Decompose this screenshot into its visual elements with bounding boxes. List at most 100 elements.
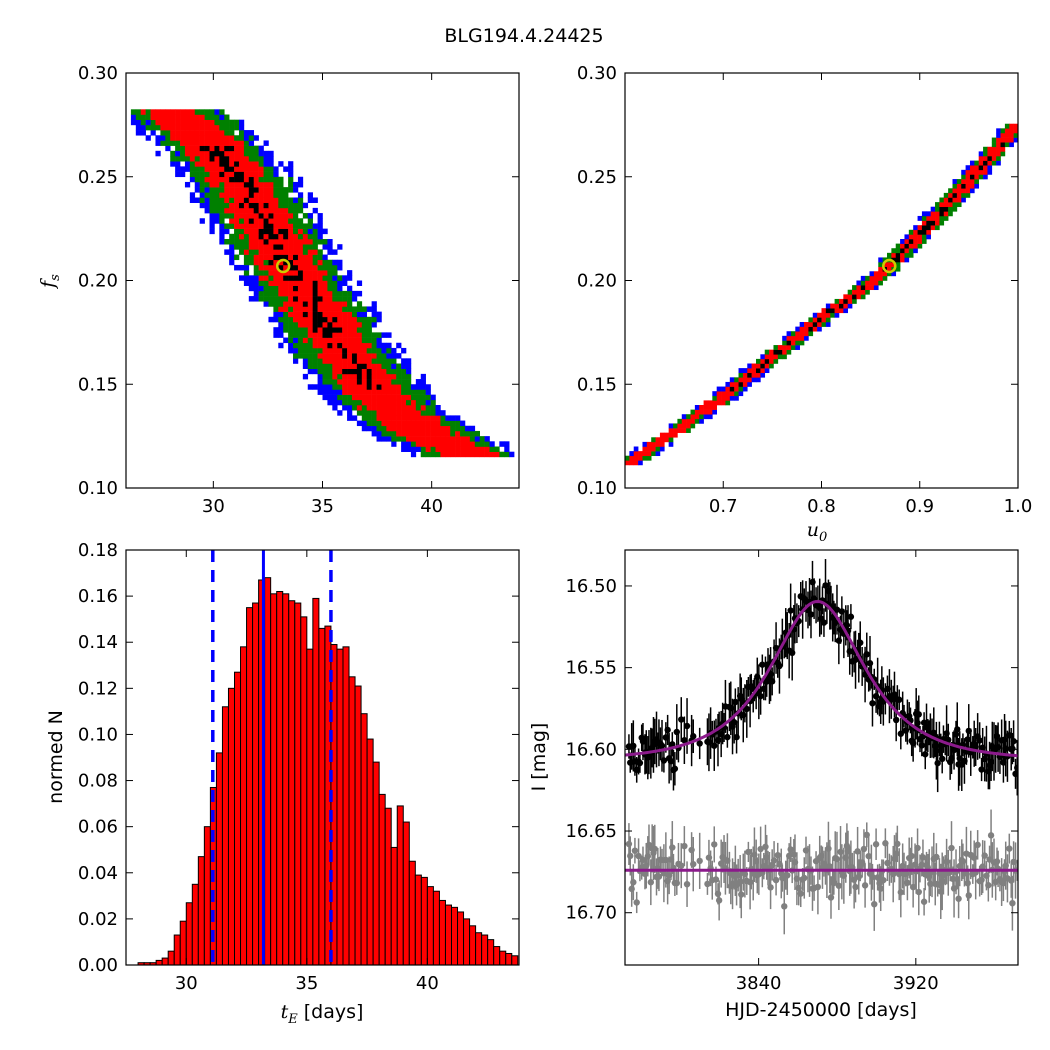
sigma3-cell — [386, 342, 392, 349]
sigma1-cell — [283, 270, 289, 276]
sigma3-cell — [1013, 137, 1019, 143]
sigma3-cell — [756, 377, 761, 383]
sigma1-cell — [474, 451, 480, 458]
sigma1-cell — [401, 399, 407, 406]
sigma1-cell — [882, 262, 888, 267]
sigma1-cell — [396, 430, 402, 437]
peak-cell — [921, 225, 927, 231]
peak-cell — [312, 290, 318, 297]
sigma3-cell — [406, 446, 412, 452]
sigma1-cell — [209, 166, 215, 172]
peak-cell — [273, 233, 279, 240]
sigma1-cell — [347, 389, 353, 395]
sigma2-cell — [420, 410, 426, 416]
sigma1-cell — [913, 234, 918, 240]
sigma1-cell — [435, 415, 441, 421]
panel-te-fs: 30 35 400.100.150.200.250.30 fs — [37, 63, 520, 517]
sigma1-cell — [283, 218, 289, 224]
peak-cell — [825, 308, 831, 314]
sigma1-cell — [297, 322, 304, 328]
te-histogram-reference-lines — [211, 550, 333, 965]
sigma1-cell — [332, 373, 338, 380]
sigma3-cell — [248, 140, 255, 146]
sigma2-cell — [790, 345, 796, 350]
y-tick-label: 16.60 — [565, 739, 617, 760]
sigma2-cell — [361, 415, 368, 421]
sigma2-cell — [361, 322, 368, 328]
x-tick-label: 3920 — [893, 973, 939, 994]
sigma1-cell — [258, 187, 264, 193]
sigma1-cell — [725, 395, 731, 401]
sigma1-cell — [263, 197, 269, 203]
sigma3-cell — [716, 386, 722, 392]
peak-cell — [263, 218, 269, 224]
sigma2-cell — [312, 353, 318, 359]
sigma1-cell — [184, 124, 191, 131]
sigma2-cell — [278, 181, 284, 188]
sigma1-cell — [194, 114, 200, 120]
peak-cell — [258, 213, 264, 219]
sigma3-cell — [317, 218, 323, 224]
sigma1-cell — [189, 119, 196, 126]
sigma2-cell — [263, 285, 269, 292]
sigma1-cell — [435, 425, 441, 432]
sigma2-cell — [356, 316, 363, 323]
sigma1-cell — [712, 400, 717, 406]
peak-cell — [777, 349, 783, 355]
sigma1-cell — [302, 275, 309, 281]
residual-point — [837, 848, 844, 856]
sigma1-cell — [435, 441, 441, 447]
sigma3-cell — [804, 335, 809, 341]
sigma1-cell — [401, 410, 407, 416]
sigma1-cell — [782, 349, 787, 355]
sigma2-cell — [165, 135, 171, 141]
x-tick-label: 3840 — [736, 973, 782, 994]
sigma1-cell — [278, 290, 284, 297]
sigma1-cell — [155, 119, 161, 126]
sigma3-cell — [376, 430, 382, 437]
sigma1-cell — [332, 363, 338, 369]
sigma1-cell — [337, 301, 343, 307]
sigma2-cell — [278, 301, 284, 307]
sigma2-cell — [460, 425, 466, 432]
sigma1-cell — [293, 244, 299, 250]
sigma1-cell — [642, 446, 648, 452]
sigma1-cell — [381, 394, 387, 401]
sigma1-cell — [694, 409, 700, 415]
sigma2-cell — [302, 332, 309, 338]
sigma1-cell — [199, 156, 205, 162]
sigma3-cell — [961, 197, 966, 203]
sigma2-cell — [283, 316, 289, 323]
sigma1-cell — [707, 405, 713, 410]
sigma3-cell — [189, 192, 196, 198]
sigma1-cell — [258, 259, 264, 266]
sigma1-cell — [430, 420, 436, 427]
sigma1-cell — [843, 294, 848, 300]
sigma2-cell — [786, 349, 792, 355]
sigma2-cell — [229, 233, 235, 240]
sigma1-cell — [361, 358, 368, 364]
sigma1-cell — [204, 156, 210, 162]
sigma1-cell — [248, 244, 255, 250]
sigma1-cell — [224, 135, 230, 141]
sigma3-cell — [969, 160, 975, 166]
sigma3-cell — [293, 197, 299, 203]
y-tick-label: 0.10 — [78, 478, 118, 499]
sigma1-cell — [194, 130, 200, 136]
sigma2-cell — [307, 342, 313, 349]
sigma1-cell — [943, 211, 949, 217]
sigma2-cell — [229, 119, 235, 126]
peak-cell — [351, 353, 358, 359]
sigma2-cell — [312, 347, 318, 354]
sigma2-cell — [288, 306, 294, 312]
sigma1-cell — [629, 455, 635, 461]
sigma2-cell — [283, 296, 289, 302]
sigma1-cell — [690, 414, 696, 420]
sigma2-cell — [356, 327, 363, 333]
sigma1-cell — [184, 130, 191, 136]
sigma2-cell — [204, 181, 210, 188]
histogram-bar — [354, 685, 362, 966]
sigma2-cell — [278, 296, 284, 302]
sigma2-cell — [209, 109, 215, 115]
sigma2-cell — [194, 156, 200, 162]
